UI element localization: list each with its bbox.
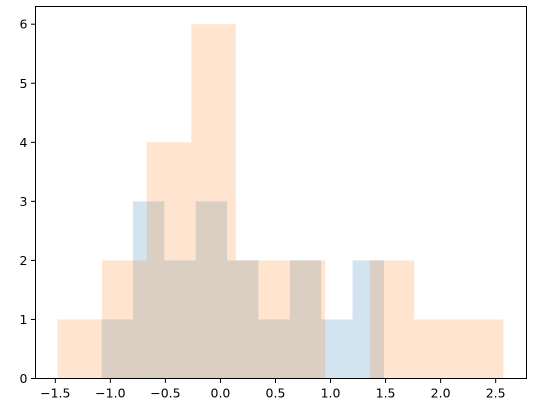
y-tick-label: 3 (20, 194, 28, 209)
y-tick-label: 1 (20, 312, 28, 327)
histogram-series-0 (101, 201, 384, 379)
histogram-bar (289, 260, 322, 379)
y-tick-label: 6 (20, 17, 28, 32)
y-tick-label: 2 (20, 253, 28, 268)
histogram-bar (101, 319, 133, 379)
x-tick-label: 1.5 (376, 386, 396, 401)
x-tick-label: 1.0 (321, 386, 341, 401)
x-tick-label: 0.0 (211, 386, 231, 401)
histogram-bar (280, 260, 326, 379)
x-tick-label: 2.0 (431, 386, 451, 401)
histogram-bar (164, 260, 196, 379)
histogram-bar (191, 24, 236, 379)
y-tick-label: 5 (20, 76, 28, 91)
histogram-bar (227, 260, 259, 379)
plot-area-frame (35, 6, 527, 379)
x-tick-label: −1.5 (40, 386, 70, 401)
x-tick-label: 2.5 (486, 386, 506, 401)
y-tick-label: 4 (20, 135, 28, 150)
x-axis: −1.5 −1.0 −0.5 0.0 0.5 1.0 1.5 2.0 2.5 (40, 378, 506, 401)
histogram-bar (146, 142, 192, 379)
histogram-bar (352, 260, 384, 379)
bars-layer (57, 24, 504, 379)
x-tick-label: −0.5 (150, 386, 180, 401)
x-tick-label: −1.0 (95, 386, 125, 401)
histogram-bar (195, 201, 228, 379)
y-tick-label: 0 (20, 371, 28, 386)
histogram-bar (414, 319, 459, 379)
x-tick-label: 0.5 (266, 386, 286, 401)
histogram-series-1 (57, 24, 504, 379)
histogram-bar (102, 260, 147, 379)
histogram-bar (258, 319, 290, 379)
histogram-bar (458, 319, 504, 379)
y-axis: 0 1 2 3 4 5 6 (20, 17, 36, 386)
histogram-bar (132, 201, 165, 379)
histogram-bar (321, 319, 353, 379)
histogram-bar (57, 319, 103, 379)
histogram-bar (369, 260, 415, 379)
histogram-bar (235, 260, 281, 379)
